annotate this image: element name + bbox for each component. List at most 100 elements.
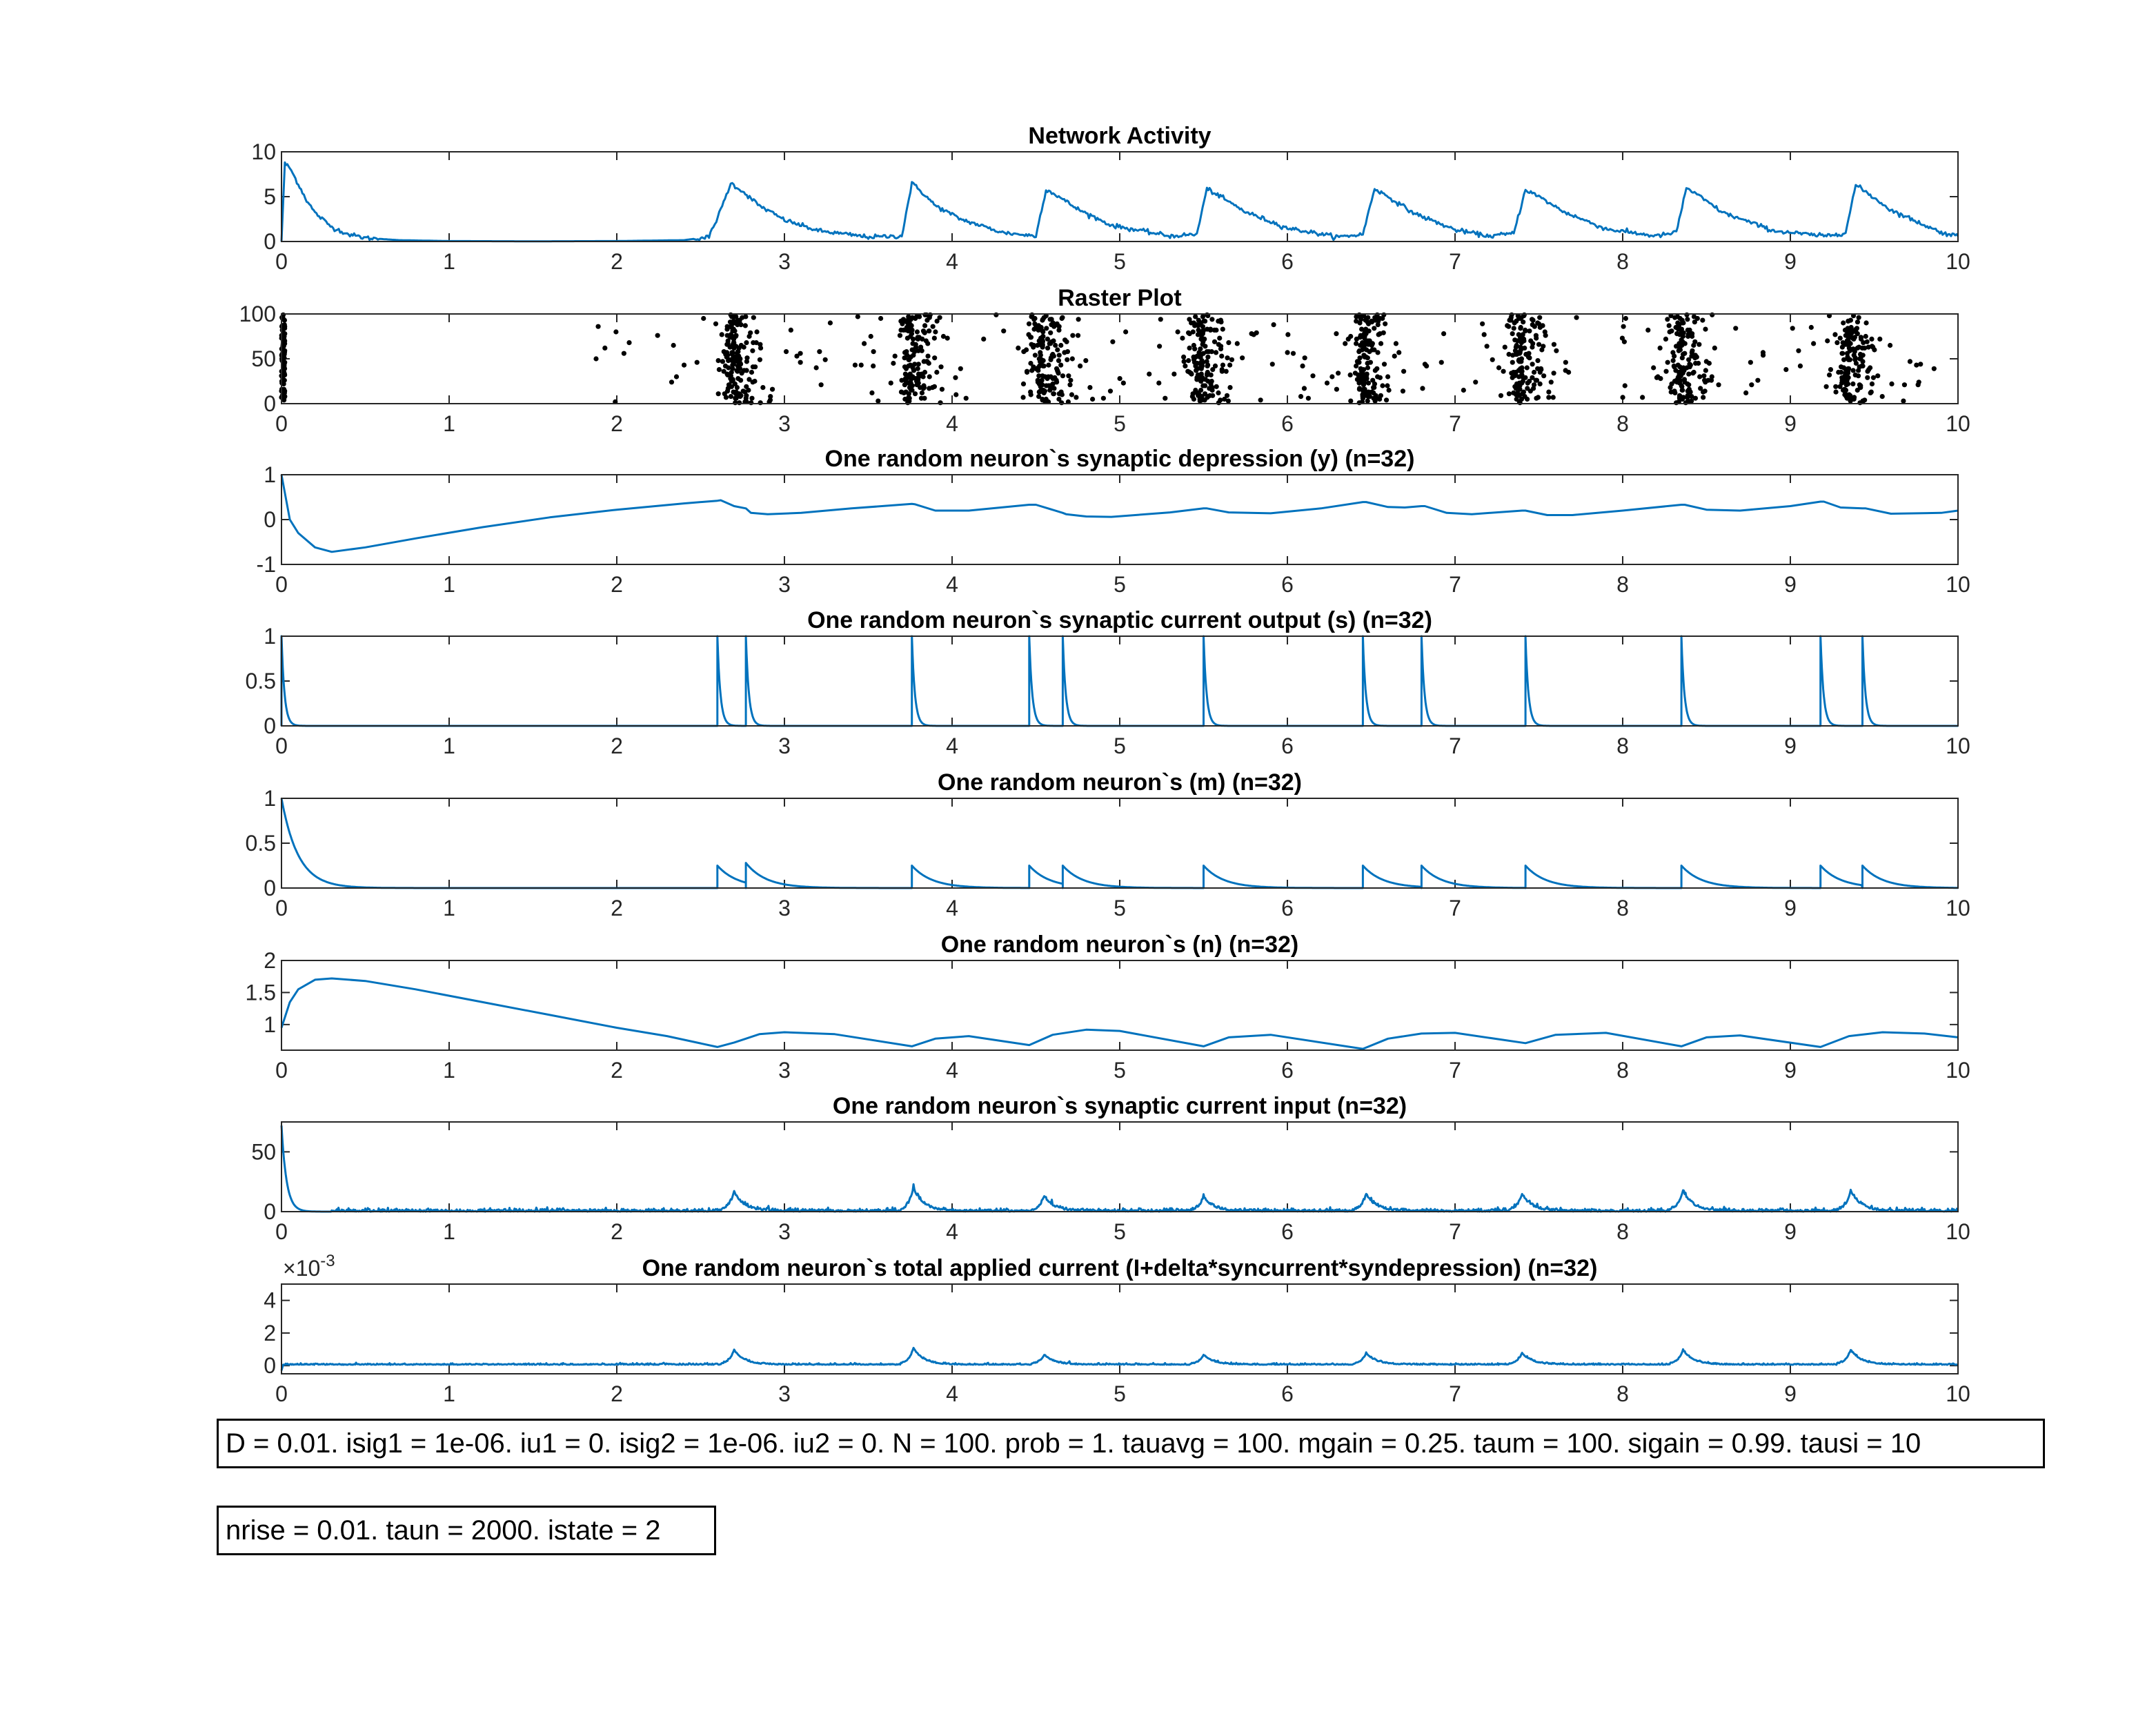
spike-point xyxy=(1187,345,1192,351)
x-tick-label: 0 xyxy=(275,733,288,758)
x-tick-label: 7 xyxy=(1449,1058,1461,1083)
spike-point xyxy=(1054,377,1059,383)
spike-point xyxy=(909,383,915,388)
spike-point xyxy=(1067,382,1073,388)
spike-point xyxy=(892,353,898,359)
x-tick-label: 8 xyxy=(1616,896,1629,920)
x-tick-label: 6 xyxy=(1281,411,1294,436)
spike-point xyxy=(758,345,764,351)
x-tick-label: 3 xyxy=(778,249,791,274)
spike-point xyxy=(1206,349,1211,355)
spike-point xyxy=(1667,329,1672,335)
spike-point xyxy=(1361,331,1367,337)
spike-point xyxy=(613,329,619,335)
spike-point xyxy=(1698,386,1703,391)
spike-point xyxy=(1669,381,1674,387)
x-tick-label: 4 xyxy=(946,1219,958,1244)
spike-point xyxy=(1329,374,1335,379)
x-tick-label: 0 xyxy=(275,572,288,597)
spike-point xyxy=(1205,354,1211,360)
spike-point xyxy=(1042,388,1048,394)
spike-point xyxy=(744,359,749,364)
spike-point xyxy=(723,395,729,400)
spike-point xyxy=(1640,395,1645,400)
spike-point xyxy=(1870,375,1877,380)
spike-point xyxy=(726,358,731,364)
x-tick-label: 0 xyxy=(275,411,288,436)
spike-point xyxy=(1186,358,1191,364)
spike-point xyxy=(1020,381,1027,387)
spike-point xyxy=(730,366,735,371)
spike-point xyxy=(1348,398,1354,404)
x-tick-label: 10 xyxy=(1946,249,1970,274)
spike-point xyxy=(715,358,721,364)
spike-point xyxy=(1691,369,1697,375)
spike-point xyxy=(721,368,726,374)
spike-point xyxy=(1679,383,1684,388)
spike-point xyxy=(1036,394,1042,400)
spike-point xyxy=(1362,386,1367,392)
spike-point xyxy=(750,348,755,353)
spike-point xyxy=(734,368,740,373)
spike-point xyxy=(1826,372,1832,378)
spike-point xyxy=(906,317,911,322)
spike-point xyxy=(1110,339,1116,344)
spike-point xyxy=(1842,373,1848,379)
parameter-box-1: D = 0.01. isig1 = 1e-06. iu1 = 0. isig2 … xyxy=(217,1419,2045,1468)
spike-point xyxy=(926,328,932,334)
spike-point xyxy=(1702,388,1708,394)
spike-point xyxy=(1869,344,1875,349)
spike-point xyxy=(1180,335,1185,341)
spike-point xyxy=(1680,333,1686,339)
x-tick-label: 6 xyxy=(1281,896,1294,920)
y-tick-label: -1 xyxy=(257,552,276,577)
spike-point xyxy=(1026,321,1032,326)
spike-point xyxy=(1689,350,1694,355)
spike-point xyxy=(744,393,749,398)
spike-point xyxy=(891,360,896,366)
spike-point xyxy=(1365,394,1371,400)
spike-point xyxy=(1843,382,1849,388)
spike-point xyxy=(1369,342,1374,348)
spike-point xyxy=(1357,355,1363,361)
spike-point xyxy=(1334,331,1339,337)
spike-point xyxy=(1208,372,1214,378)
spike-point xyxy=(1038,384,1043,389)
spike-point xyxy=(1516,332,1521,337)
spike-point xyxy=(1046,362,1051,368)
spike-point xyxy=(869,390,875,396)
spike-point xyxy=(1554,348,1559,353)
x-tick-label: 0 xyxy=(275,1058,288,1083)
spike-point xyxy=(1040,338,1045,344)
spike-point xyxy=(1048,374,1054,379)
spike-point xyxy=(1192,323,1198,328)
spike-point xyxy=(909,374,915,379)
x-tick-label: 9 xyxy=(1784,411,1797,436)
spike-point xyxy=(1535,395,1541,400)
spike-point xyxy=(1366,328,1372,334)
spike-point xyxy=(1694,315,1700,322)
spike-point xyxy=(1861,340,1866,346)
spike-point xyxy=(1703,326,1708,332)
spike-point xyxy=(1032,353,1038,358)
spike-point xyxy=(858,362,864,368)
parameter-box-2: nrise = 0.01. taun = 2000. istate = 2 xyxy=(217,1506,716,1555)
spike-point xyxy=(1537,324,1543,331)
spike-point xyxy=(1514,344,1519,349)
spike-point xyxy=(281,395,287,400)
spike-point xyxy=(1524,351,1530,357)
spike-point xyxy=(1373,393,1378,398)
spike-point xyxy=(1537,315,1543,320)
x-tick-label: 6 xyxy=(1281,1058,1294,1083)
spike-point xyxy=(1907,359,1913,364)
spike-point xyxy=(1541,373,1547,379)
x-tick-label: 9 xyxy=(1784,1058,1797,1083)
spike-point xyxy=(898,327,904,333)
x-tick-label: 4 xyxy=(946,1381,958,1406)
spike-point xyxy=(913,378,920,384)
x-tick-label: 8 xyxy=(1616,572,1629,597)
spike-point xyxy=(1360,371,1365,376)
spike-point xyxy=(1709,374,1714,379)
spike-point xyxy=(1687,364,1692,370)
